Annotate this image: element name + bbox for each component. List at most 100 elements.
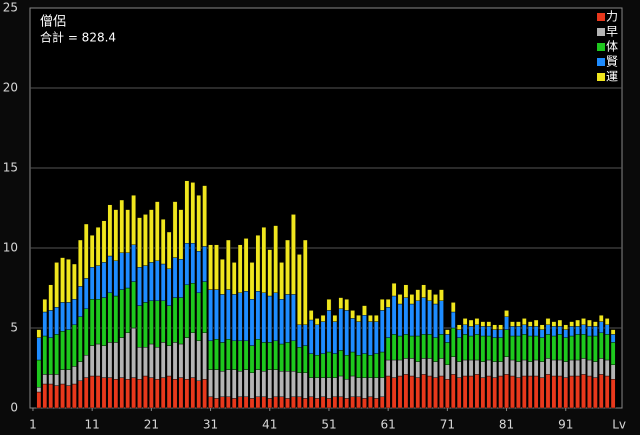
bar-segment bbox=[243, 291, 249, 342]
bar-segment bbox=[415, 377, 421, 409]
bar-segment bbox=[72, 383, 77, 409]
bar-segment bbox=[385, 307, 391, 338]
bar-segment bbox=[510, 375, 515, 409]
bar-segment bbox=[119, 252, 125, 290]
bar-segment bbox=[261, 396, 267, 409]
bar-segment bbox=[101, 377, 107, 409]
bar-segment bbox=[373, 398, 379, 409]
bar-segment bbox=[60, 302, 65, 332]
bar-segment bbox=[551, 335, 557, 361]
bar-segment bbox=[373, 353, 379, 378]
bar-segment bbox=[95, 226, 101, 266]
bar-segment bbox=[149, 343, 154, 378]
bar-segment bbox=[89, 375, 95, 409]
bar-segment bbox=[598, 374, 604, 409]
bar-segment bbox=[326, 398, 332, 409]
bar-segment bbox=[504, 356, 509, 375]
bar-segment bbox=[385, 337, 391, 361]
bar-segment bbox=[403, 334, 409, 359]
bar-segment bbox=[320, 377, 326, 398]
bar-segment bbox=[391, 295, 397, 335]
bar-segment bbox=[107, 292, 113, 343]
bar-segment bbox=[297, 372, 302, 397]
bar-segment bbox=[54, 334, 59, 375]
bar-segment bbox=[107, 204, 113, 257]
bar-segment bbox=[557, 375, 563, 409]
bar-segment bbox=[261, 342, 267, 372]
bar-segment bbox=[285, 342, 290, 372]
bar-segment bbox=[356, 377, 361, 398]
bar-segment bbox=[379, 396, 385, 409]
bar-segment bbox=[107, 377, 113, 409]
bar-segment bbox=[83, 355, 89, 378]
bar-segment bbox=[243, 238, 249, 292]
bar-segment bbox=[456, 329, 462, 338]
bar-segment bbox=[308, 310, 314, 321]
bar-segment bbox=[255, 291, 261, 340]
bar-segment bbox=[291, 294, 296, 341]
bar-segment bbox=[172, 342, 178, 380]
bar-segment bbox=[332, 353, 338, 378]
bar-segment bbox=[261, 371, 267, 398]
bar-segment bbox=[350, 310, 355, 319]
bar-segment bbox=[48, 310, 54, 338]
bar-segment bbox=[243, 369, 249, 398]
bar-segment bbox=[214, 339, 219, 370]
bar-segment bbox=[196, 292, 202, 341]
bar-segment bbox=[403, 297, 409, 335]
bar-segment bbox=[36, 337, 42, 361]
bar-segment bbox=[456, 324, 462, 330]
bar-segment bbox=[314, 398, 320, 409]
bar-segment bbox=[231, 340, 237, 370]
bar-segment bbox=[101, 297, 107, 346]
bar-segment bbox=[42, 383, 48, 409]
bar-segment bbox=[368, 321, 373, 356]
bar-segment bbox=[190, 283, 196, 334]
bar-segment bbox=[551, 375, 557, 409]
bar-segment bbox=[154, 379, 160, 409]
bar-segment bbox=[160, 342, 166, 378]
bar-segment bbox=[433, 303, 438, 338]
bar-segment bbox=[338, 375, 344, 397]
bar-segment bbox=[338, 308, 344, 351]
bar-segment bbox=[368, 355, 373, 378]
bar-segment bbox=[533, 359, 539, 377]
x-tick-label: 71 bbox=[440, 418, 455, 432]
bar-segment bbox=[492, 361, 498, 378]
bar-segment bbox=[220, 342, 225, 372]
bar-segment bbox=[575, 375, 580, 409]
bar-segment bbox=[196, 194, 202, 252]
bar-segment bbox=[273, 340, 279, 370]
bar-segment bbox=[119, 337, 125, 378]
legend-label: 早 bbox=[606, 25, 618, 39]
bar-segment bbox=[261, 226, 267, 293]
bar-segment bbox=[77, 380, 83, 409]
y-tick-label: 0 bbox=[10, 401, 18, 415]
bar-segment bbox=[149, 377, 154, 409]
bar-segment bbox=[498, 329, 503, 338]
bar-segment bbox=[314, 324, 320, 356]
bar-segment bbox=[149, 262, 154, 301]
bar-segment bbox=[326, 377, 332, 399]
bar-segment bbox=[498, 337, 503, 362]
bar-segment bbox=[462, 334, 468, 361]
bar-segment bbox=[255, 339, 261, 370]
bar-segment bbox=[279, 371, 284, 398]
bar-segment bbox=[137, 217, 142, 268]
bar-segment bbox=[72, 366, 77, 385]
bar-segment bbox=[439, 358, 444, 377]
y-tick-label: 10 bbox=[3, 241, 18, 255]
bar-segment bbox=[172, 201, 178, 258]
bar-segment bbox=[373, 377, 379, 399]
bar-segment bbox=[492, 329, 498, 338]
bar-segment bbox=[480, 377, 486, 409]
bar-segment bbox=[462, 318, 468, 325]
bar-segment bbox=[95, 299, 101, 345]
bar-segment bbox=[610, 334, 616, 343]
bar-segment bbox=[48, 337, 54, 375]
bar-segment bbox=[569, 321, 575, 327]
bar-segment bbox=[604, 334, 610, 361]
x-tick-label: 51 bbox=[321, 418, 336, 432]
